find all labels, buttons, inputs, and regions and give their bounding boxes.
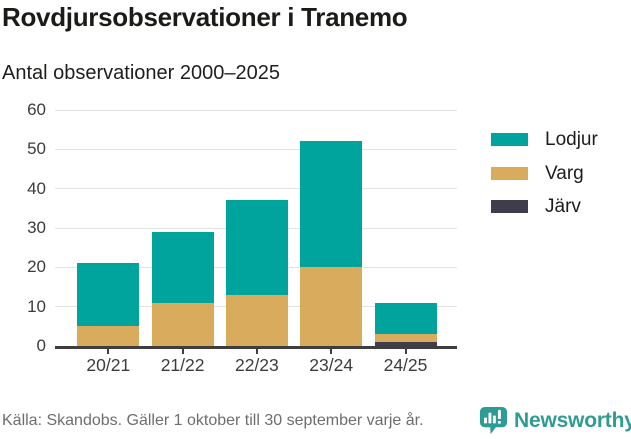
y-axis-label-60: 60 xyxy=(27,100,46,119)
bar-22-23-varg xyxy=(225,294,288,346)
x-tick-22-23 xyxy=(255,349,258,354)
legend-label-järv: Järv xyxy=(545,196,581,217)
x-tick-20-21 xyxy=(107,349,110,354)
x-axis-label-24-25: 24/25 xyxy=(383,355,428,375)
legend-item-varg: Varg xyxy=(491,164,598,183)
x-axis-line xyxy=(55,346,457,349)
x-axis-label-20-21: 20/21 xyxy=(86,355,131,375)
gridline-y50 xyxy=(55,148,457,150)
legend-item-järv: Järv xyxy=(491,197,598,216)
gridline-y60 xyxy=(55,109,457,111)
legend-swatch-järv xyxy=(491,200,528,213)
bar-22-23-lodjur xyxy=(225,200,288,295)
legend-label-lodjur: Lodjur xyxy=(545,129,598,150)
chart-subtitle: Antal observationer 2000–2025 xyxy=(2,62,280,84)
y-axis-label-40: 40 xyxy=(27,178,46,198)
bar-23-24-varg xyxy=(300,267,363,346)
newsworthy-wordmark: Newsworthy xyxy=(514,408,631,432)
newsworthy-brand: Newsworthy xyxy=(478,405,631,436)
y-axis-label-20: 20 xyxy=(27,257,46,277)
bar-21-22-lodjur xyxy=(151,231,214,303)
x-tick-24-25 xyxy=(404,349,407,354)
x-tick-21-22 xyxy=(181,349,184,354)
legend-swatch-varg xyxy=(491,166,528,180)
source-note: Källa: Skandobs. Gäller 1 oktober till 3… xyxy=(2,412,424,429)
x-axis-label-21-22: 21/22 xyxy=(160,355,205,375)
y-axis-label-50: 50 xyxy=(27,139,46,159)
y-axis-label-0: 0 xyxy=(36,336,46,355)
bar-24-25-lodjur xyxy=(374,302,437,335)
newsworthy-logo-icon xyxy=(479,406,508,435)
x-axis-label-22-23: 22/23 xyxy=(234,355,279,375)
x-tick-23-24 xyxy=(330,349,333,354)
gridline-y40 xyxy=(55,188,457,190)
bar-24-25-varg xyxy=(374,334,437,343)
chart-title: Rovdjursobservationer i Tranemo xyxy=(2,2,408,32)
legend-item-lodjur: Lodjur xyxy=(491,130,598,149)
x-axis-label-23-24: 23/24 xyxy=(309,355,354,375)
bar-20-21-varg xyxy=(77,326,140,346)
legend-swatch-lodjur xyxy=(491,133,528,146)
y-axis-label-10: 10 xyxy=(27,296,46,316)
chart-legend: Lodjur Varg Järv xyxy=(491,130,598,216)
legend-label-varg: Varg xyxy=(545,162,584,184)
bar-20-21-lodjur xyxy=(77,263,140,327)
bar-21-22-varg xyxy=(151,302,214,346)
y-axis-label-30: 30 xyxy=(27,218,46,237)
bar-23-24-lodjur xyxy=(300,141,363,268)
bar-24-25-järv xyxy=(374,342,437,346)
